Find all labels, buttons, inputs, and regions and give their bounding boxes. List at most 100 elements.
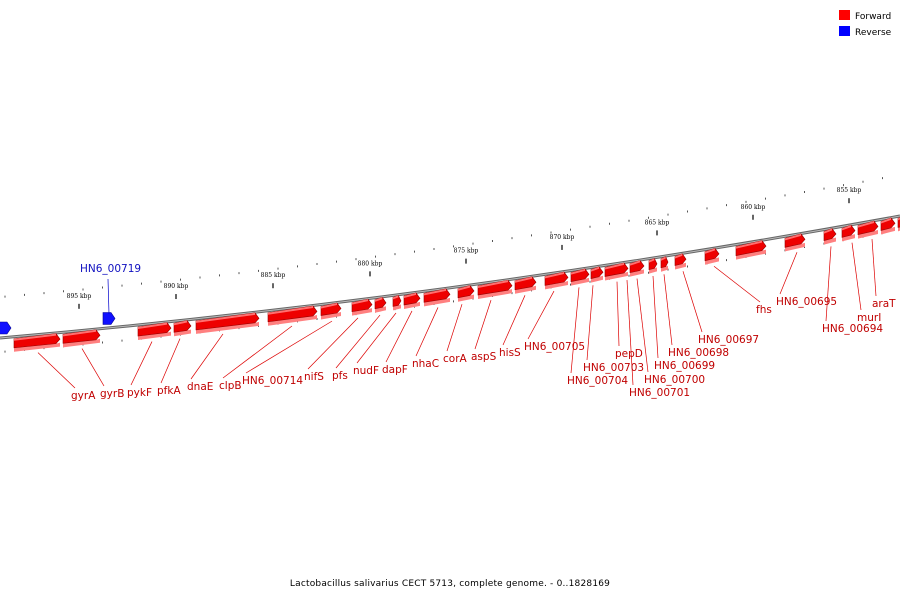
gene-label: HN6_00698: [668, 347, 729, 359]
leader-line: [713, 265, 761, 303]
reverse-gene: [0, 321, 12, 335]
reverse-gene: [102, 312, 116, 325]
leader-line: [652, 275, 659, 359]
forward-genes: [13, 217, 900, 352]
gene-label: dnaE: [187, 381, 213, 393]
forward-gene: [403, 292, 421, 309]
leader-line: [245, 320, 333, 374]
forward-gene: [880, 217, 896, 235]
leader-line: [616, 281, 620, 347]
leader-line: [81, 348, 105, 387]
kbp-marker-label: 895 kbp: [67, 293, 92, 300]
forward-gene: [267, 305, 318, 326]
genome-backbone-highlight: [0, 215, 900, 339]
gene-label: murI: [857, 312, 881, 324]
leader-line: [446, 304, 463, 352]
forward-gene: [604, 262, 629, 281]
kbp-marker-label: 855 kbp: [837, 187, 862, 194]
gene-label: HN6_00703: [583, 362, 644, 374]
gene-label: HN6_00699: [654, 360, 715, 372]
legend: Forward Reverse: [839, 10, 892, 38]
forward-gene: [477, 279, 513, 299]
genome-backbone: [0, 214, 900, 340]
leader-line: [586, 285, 594, 361]
kbp-marker-label: 885 kbp: [261, 272, 286, 279]
gene-label: pepD: [615, 348, 643, 360]
forward-gene: [784, 233, 806, 252]
kbp-marker-label: 875 kbp: [454, 248, 479, 255]
gene-label: pykF: [127, 387, 152, 399]
gene-label: HN6_00714: [242, 375, 303, 387]
forward-gene: [704, 248, 720, 265]
forward-gene: [823, 228, 837, 245]
gene-label: clpB: [219, 380, 242, 392]
leader-line: [636, 278, 649, 373]
forward-gene: [674, 253, 687, 270]
gene-label: HN6_00694: [822, 323, 883, 335]
gene-label: HN6_00705: [524, 341, 585, 353]
leader-line: [160, 338, 181, 384]
leader-line: [307, 317, 359, 370]
forward-gene: [590, 266, 604, 283]
forward-gene: [570, 268, 590, 286]
leader-line: [871, 239, 877, 297]
legend-swatch-reverse: [839, 26, 850, 36]
gene-label: araT: [872, 298, 896, 310]
gene-label: pfs: [332, 370, 348, 382]
reverse-genes: [0, 312, 116, 335]
gene-label: nhaC: [412, 358, 439, 370]
forward-gene: [423, 288, 451, 307]
leader-line: [222, 325, 293, 379]
leader-line: [825, 246, 832, 322]
kbp-marker-label: 865 kbp: [645, 219, 670, 226]
gene-label: HN6_00701: [629, 387, 690, 399]
forward-gene: [374, 296, 387, 313]
leader-line: [37, 352, 76, 389]
kbp-markers: 895 kbp 890 kbp 885 kbp 880 kbp 875 kbp 870 k…: [67, 187, 862, 309]
kbp-marker-label: 890 kbp: [164, 283, 189, 290]
genome-caption: Lactobacillus salivarius CECT 5713, comp…: [289, 579, 611, 589]
legend-swatch-forward: [839, 10, 850, 20]
forward-gene: [173, 320, 192, 337]
kbp-marker-label: 860 kbp: [741, 204, 766, 211]
forward-gene: [13, 333, 61, 352]
gene-label: gyrA: [71, 390, 96, 402]
leader-line: [663, 274, 673, 346]
forward-gene: [62, 329, 101, 348]
forward-gene: [629, 260, 645, 277]
gene-label: dapF: [382, 364, 408, 376]
forward-gene: [544, 271, 569, 290]
legend-label-forward: Forward: [855, 12, 891, 22]
leader-line: [385, 310, 413, 363]
label-leader-lines: [37, 239, 877, 389]
forward-gene: [735, 240, 767, 260]
leader-line: [851, 242, 862, 311]
leader-line: [335, 314, 381, 369]
gene-label: corA: [443, 353, 468, 365]
gene-label: gyrB: [100, 388, 124, 400]
gene-label: HN6_00700: [644, 374, 705, 386]
legend-label-reverse: Reverse: [855, 28, 892, 38]
forward-gene: [137, 322, 172, 341]
leader-line: [356, 312, 397, 364]
forward-gene: [351, 298, 373, 316]
forward-gene: [841, 224, 856, 242]
leader-line: [626, 280, 634, 386]
kbp-marker-label: 880 kbp: [358, 260, 383, 267]
gene-label: HN6_00695: [776, 296, 837, 308]
leader-line: [527, 290, 555, 340]
leader-line: [190, 333, 224, 380]
gene-label: hisS: [499, 347, 521, 359]
leader-line: [570, 287, 580, 374]
gene-label-reverse: HN6_00719: [80, 263, 141, 275]
forward-gene: [320, 302, 342, 320]
gene-label: HN6_00704: [567, 375, 628, 387]
gene-label: nudF: [353, 365, 379, 377]
leader-line: [474, 300, 492, 350]
leader-line: [415, 307, 439, 357]
leader-line: [130, 341, 153, 386]
leader-line: [682, 271, 703, 333]
forward-gene: [457, 285, 475, 302]
